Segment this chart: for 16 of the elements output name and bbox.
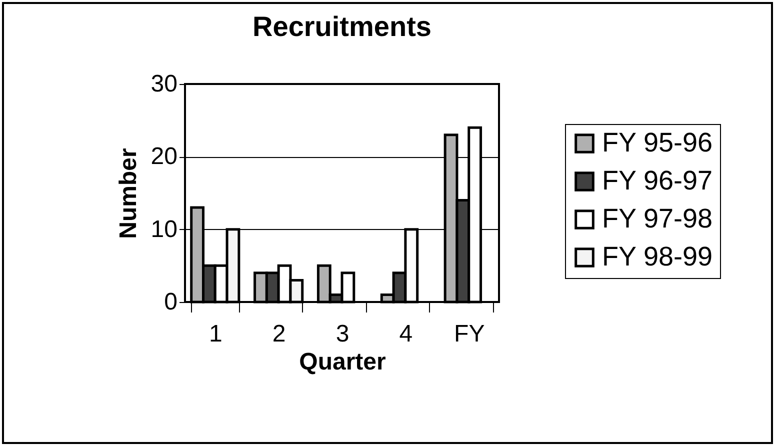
legend-label: FY 96-97: [602, 166, 713, 196]
x-tick-label: 1: [208, 320, 222, 348]
y-axis-title: Number: [114, 148, 142, 239]
y-tick-label: 0: [164, 288, 178, 316]
x-tick-label: 2: [272, 320, 286, 348]
chart-title: Recruitments: [252, 11, 432, 42]
legend-label: FY 95-96: [602, 128, 713, 158]
x-tick-label: 3: [336, 320, 350, 348]
x-axis-title: Quarter: [299, 348, 386, 376]
legend-label: FY 97-98: [602, 204, 713, 234]
y-tick-label: 10: [150, 216, 178, 243]
y-tick-label: 30: [150, 70, 178, 98]
legend-label: FY 98-99: [602, 242, 713, 272]
y-tick-label: 20: [150, 143, 178, 170]
x-tick-label: 4: [399, 320, 413, 348]
x-tick-label: FY: [454, 320, 485, 348]
